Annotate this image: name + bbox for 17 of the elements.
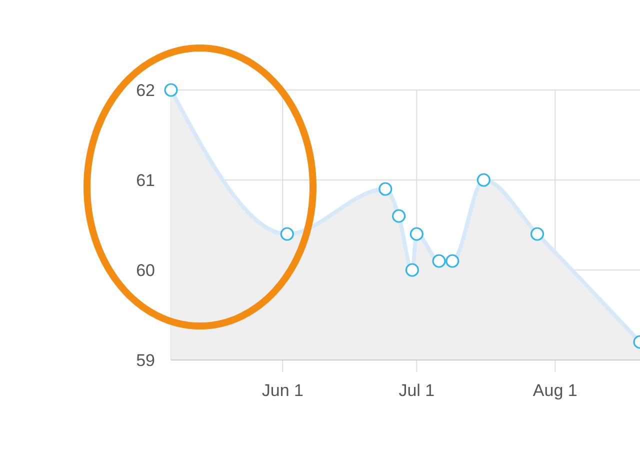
- point: [378, 182, 392, 196]
- point: [164, 83, 178, 97]
- point: [392, 209, 406, 223]
- y-tick-label: 61: [136, 170, 155, 190]
- point: [410, 227, 424, 241]
- y-tick-label: 59: [136, 350, 155, 370]
- point: [530, 227, 544, 241]
- point: [432, 254, 446, 268]
- point: [446, 254, 460, 268]
- x-tick-label: Jun 1: [262, 381, 304, 400]
- y-tick-label: 62: [136, 80, 155, 100]
- point: [476, 173, 490, 187]
- point: [280, 227, 294, 241]
- point: [405, 263, 419, 277]
- y-tick-label: 60: [136, 260, 155, 280]
- x-tick-label: Jul 1: [398, 381, 435, 400]
- x-tick-label: Aug 1: [532, 381, 578, 400]
